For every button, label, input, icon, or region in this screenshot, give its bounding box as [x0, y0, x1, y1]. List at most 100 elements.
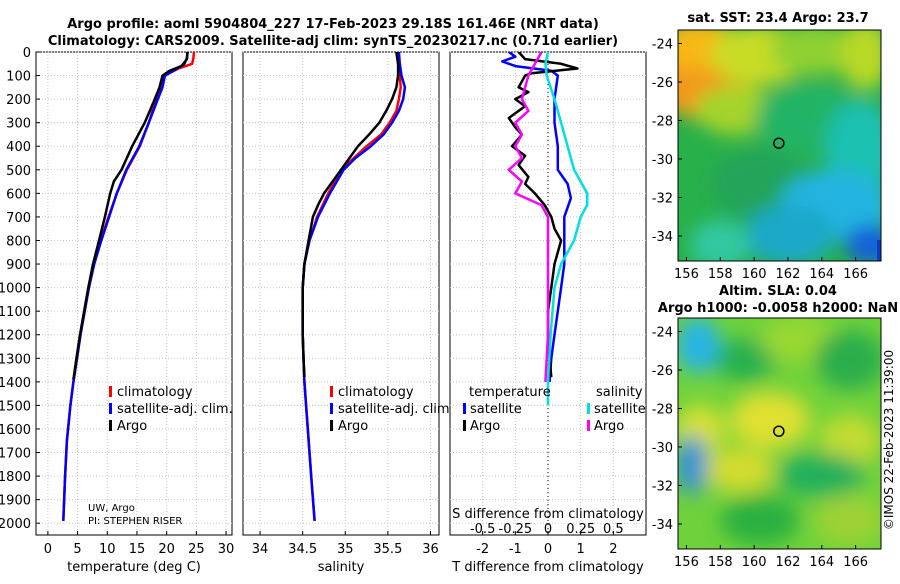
y-tick-label: -26 — [652, 76, 673, 91]
y-tick-label: 100 — [6, 70, 31, 85]
legend-climatology-label: climatology — [338, 385, 414, 400]
series-line-t-satellite — [501, 52, 573, 382]
x-tick-label: 5 — [73, 542, 81, 557]
series-line-argo — [301, 52, 400, 378]
x-tick-label: 35 — [337, 542, 354, 557]
x-tick-label: 25 — [188, 542, 205, 557]
y-tick-label: -24 — [652, 37, 673, 52]
s-tick-label: 0.5 — [603, 522, 624, 537]
y-tick-label: 1500 — [0, 399, 31, 414]
x-tick-label: -2 — [476, 542, 489, 557]
legend-satellite-swatch — [109, 403, 112, 414]
sla-map-frame — [677, 317, 882, 550]
y-tick-label: 300 — [6, 117, 31, 132]
x-tick-label: 160 — [742, 555, 767, 570]
x-tick-label: 35.5 — [373, 542, 402, 557]
temperature-panel: 0100200300400500600700800900100011001200… — [0, 46, 234, 575]
x-tick-label: 160 — [742, 267, 767, 282]
credit-line2: PI: STEPHEN RISER — [88, 516, 182, 527]
x-tick-label: 34 — [252, 542, 269, 557]
y-tick-label: 1300 — [0, 352, 31, 367]
x-tick-label: 158 — [708, 267, 733, 282]
x-tick-label: 156 — [674, 267, 699, 282]
legend-s-satellite-label: satellite — [594, 402, 646, 417]
x-tick-label: 1 — [577, 542, 585, 557]
sst-map-frame — [677, 29, 882, 262]
legend-climatology-swatch — [330, 386, 333, 397]
legend-t-argo-label: Argo — [470, 419, 500, 434]
figure-title-line1: Argo profile: aoml 5904804_227 17-Feb-20… — [67, 17, 599, 32]
x-tick-label: 36 — [422, 542, 439, 557]
difference-panel: -2 -1 0 1 2 -0.5 -0.25 0 0.25 0.5 S difference f… — [449, 51, 647, 575]
x-tick-label: 164 — [809, 267, 834, 282]
sla-map-title-line1: Altim. SLA: 0.04 — [719, 284, 837, 299]
y-tick-label: -34 — [652, 230, 673, 245]
y-tick-label: 200 — [6, 93, 31, 108]
legend-s-argo-swatch — [587, 420, 590, 431]
x-tick-label: -1 — [509, 542, 522, 557]
legend-s-argo-label: Argo — [594, 419, 624, 434]
y-tick-label: -28 — [652, 402, 673, 417]
s-tick-label: 0 — [544, 522, 552, 537]
y-tick-label: -32 — [652, 191, 673, 206]
legend-t-satellite-swatch — [463, 403, 466, 414]
legend-temperature-title: temperature — [469, 385, 551, 400]
s-tick-label: -0.5 — [470, 522, 495, 537]
x-tick-label: 20 — [158, 542, 175, 557]
x-tick-label: 164 — [809, 555, 834, 570]
temperature-axes-frame — [35, 51, 233, 536]
y-tick-label: 1700 — [0, 447, 31, 462]
x-tick-label: 0 — [44, 542, 52, 557]
legend-argo-swatch — [109, 420, 112, 431]
series-line-s-argo — [507, 52, 550, 382]
y-tick-label: -30 — [652, 441, 673, 456]
y-tick-label: 800 — [6, 234, 31, 249]
sla-map-title-line2: Argo h1000: -0.0058 h2000: NaN — [658, 301, 898, 316]
legend-climatology-label: climatology — [117, 385, 193, 400]
x-tick-label: 34.5 — [288, 542, 317, 557]
x-tick-label: 156 — [674, 555, 699, 570]
y-tick-label: -30 — [652, 153, 673, 168]
temperature-xlabel: temperature (deg C) — [67, 560, 201, 575]
x-tick-label: 162 — [776, 555, 801, 570]
s-tick-label: 0.25 — [566, 522, 595, 537]
legend-argo-label: Argo — [338, 419, 368, 434]
x-tick-label: 166 — [843, 555, 868, 570]
temperature-legend: climatology satellite-adj. clim. Argo — [109, 385, 233, 434]
y-tick-label: -32 — [652, 479, 673, 494]
legend-satellite-swatch — [330, 403, 333, 414]
difference-legend: temperature salinity satellite Argo sate… — [463, 385, 646, 434]
legend-t-satellite-label: satellite — [470, 402, 522, 417]
x-tick-label: 158 — [708, 555, 733, 570]
sla-heatmap — [678, 318, 881, 549]
y-tick-label: 1800 — [0, 470, 31, 485]
series-line-s-satellite — [544, 52, 589, 406]
legend-s-satellite-swatch — [587, 403, 590, 414]
y-tick-label: -34 — [652, 518, 673, 533]
legend-argo-swatch — [330, 420, 333, 431]
y-tick-label: -24 — [652, 325, 673, 340]
legend-climatology-swatch — [109, 386, 112, 397]
x-tick-label: 10 — [99, 542, 116, 557]
y-tick-label: -28 — [652, 114, 673, 129]
x-tick-label: 162 — [776, 267, 801, 282]
legend-t-argo-swatch — [463, 420, 466, 431]
sst-heatmap — [678, 30, 881, 261]
series-line-t-argo — [507, 52, 579, 378]
x-tick-label: 2 — [609, 542, 617, 557]
t-difference-label: T difference from climatology — [451, 560, 644, 575]
x-tick-label: 166 — [843, 267, 868, 282]
y-tick-label: 700 — [6, 211, 31, 226]
sst-argo-float-marker — [773, 137, 785, 149]
legend-argo-label: Argo — [117, 419, 147, 434]
y-tick-label: 0 — [23, 46, 31, 61]
sla-argo-float-marker — [773, 425, 785, 437]
legend-satellite-label: satellite-adj. clim. — [117, 402, 233, 417]
y-tick-label: 1400 — [0, 376, 31, 391]
x-tick-label: 15 — [129, 542, 146, 557]
series-line-argo — [72, 52, 189, 380]
salinity-xlabel: salinity — [318, 560, 365, 575]
credit-line1: UW, Argo — [88, 503, 135, 514]
legend-satellite-label: satellite-adj. clim. — [338, 402, 454, 417]
